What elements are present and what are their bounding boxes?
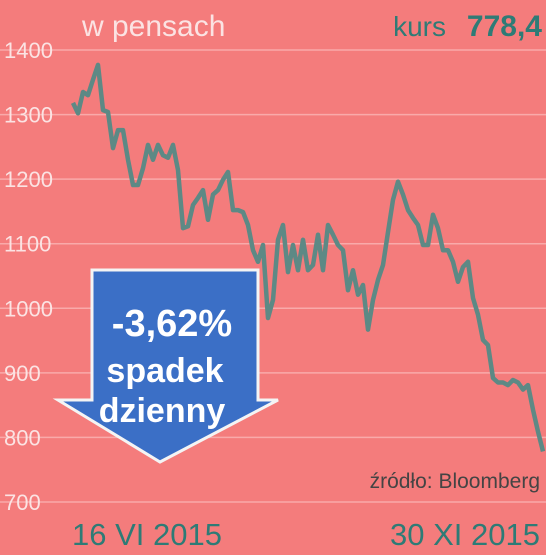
y-tick-label: 1300: [4, 103, 53, 128]
badge-change: -3,62%: [112, 303, 232, 345]
y-tick-label: 800: [4, 425, 41, 450]
x-tick-label: 30 XI 2015: [390, 517, 540, 552]
price-line: [70, 62, 546, 452]
badge-line: spadek: [106, 352, 223, 390]
y-tick-label: 1400: [4, 38, 53, 63]
price: 778,4: [467, 10, 542, 43]
y-tick-label: 900: [4, 361, 41, 386]
x-tick-label: 16 VI 2015: [72, 517, 222, 552]
lines: [70, 62, 546, 452]
y-tick-label: 1000: [4, 296, 53, 321]
badge-line: dzienny: [99, 392, 226, 430]
badge: -3,62% spadek dzienny: [52, 268, 279, 464]
unit-label: w pensach: [81, 10, 225, 43]
badge-arrow: [52, 268, 279, 464]
y-tick-label: 1200: [4, 167, 53, 192]
price-label: kurs: [393, 11, 446, 42]
y-tick-label: 700: [4, 490, 41, 515]
source: źródło: Bloomberg: [370, 470, 540, 493]
y-tick-label: 1100: [4, 232, 51, 257]
